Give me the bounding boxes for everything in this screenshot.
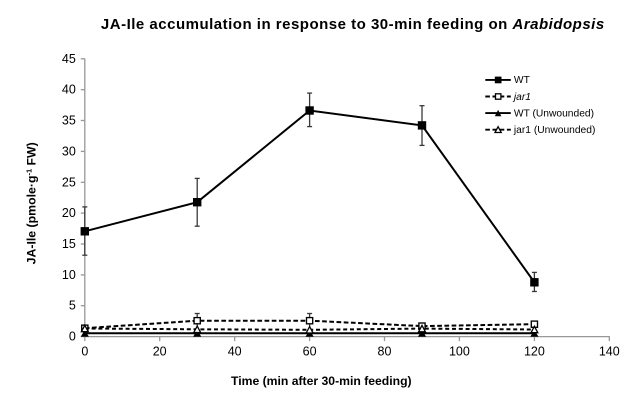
svg-text:120: 120 [524,344,545,358]
svg-text:WT: WT [514,75,531,86]
svg-text:jar1 (Unwounded): jar1 (Unwounded) [513,125,595,136]
svg-text:100: 100 [449,344,470,358]
svg-text:Time (min after 30-min feeding: Time (min after 30-min feeding) [231,374,412,388]
svg-text:45: 45 [62,52,76,66]
svg-text:JA-Ile (pmole·g-1 FW): JA-Ile (pmole·g-1 FW) [25,142,39,264]
svg-text:35: 35 [62,114,76,128]
svg-text:140: 140 [599,344,620,358]
svg-text:30: 30 [62,144,76,158]
svg-text:25: 25 [62,175,76,189]
svg-text:80: 80 [378,344,392,358]
svg-text:jar1: jar1 [512,92,531,103]
svg-text:20: 20 [62,206,76,220]
svg-text:0: 0 [81,344,88,358]
svg-text:5: 5 [69,299,76,313]
svg-text:20: 20 [153,344,167,358]
svg-text:40: 40 [62,83,76,97]
svg-text:0: 0 [69,330,76,344]
svg-text:10: 10 [62,268,76,282]
svg-text:JA-Ile accumulation in respons: JA-Ile accumulation in response to 30-mi… [101,16,605,33]
svg-text:60: 60 [303,344,317,358]
svg-text:15: 15 [62,237,76,251]
svg-text:40: 40 [228,344,242,358]
svg-text:WT (Unwounded): WT (Unwounded) [514,108,594,119]
